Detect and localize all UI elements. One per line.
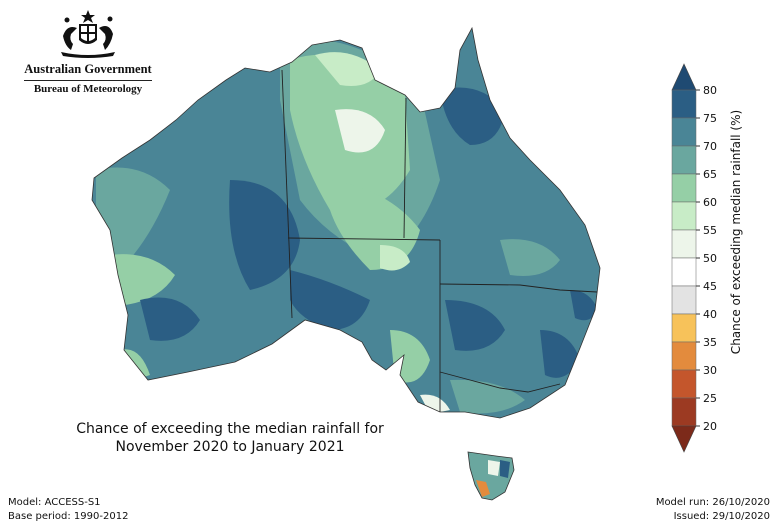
state-borders	[281, 69, 598, 412]
wa-west-60-65	[110, 254, 175, 305]
vic-65-70	[450, 379, 525, 414]
wa-east-75-80	[229, 180, 300, 290]
logo-divider	[24, 80, 152, 81]
bom-logo: Australian Government Bureau of Meteorol…	[18, 8, 158, 104]
tasmania	[467, 451, 515, 501]
sa-north-55-60	[380, 245, 410, 271]
sa-west-75-80	[290, 270, 370, 330]
qld-south-65-70	[500, 239, 560, 276]
government-name: Australian Government	[24, 62, 152, 76]
border-nt-sa	[287, 237, 441, 241]
border-qld-nsw	[439, 283, 598, 293]
wa-coast-65-70	[96, 167, 170, 270]
nt-north-55-60	[315, 52, 380, 86]
agency-name: Bureau of Meteorology	[33, 83, 143, 95]
model-name: Model: ACCESS-S1	[8, 497, 101, 508]
map-title: Chance of exceeding the median rainfall …	[40, 420, 420, 456]
sa-qld-border-60-65	[330, 180, 420, 270]
issued-date: Issued: 29/10/2020	[673, 511, 770, 522]
border-nt-qld	[403, 97, 407, 239]
map-title-line1: Chance of exceeding the median rainfall …	[76, 421, 384, 437]
wa-south-75-80	[140, 297, 200, 341]
coastline	[91, 26, 601, 419]
nsw-coast-75-80	[570, 290, 598, 321]
tas-east-75-80	[500, 460, 510, 478]
base-period: Base period: 1990-2012	[8, 511, 129, 522]
border-wa	[281, 69, 293, 319]
coat-of-arms-icon	[61, 10, 115, 58]
nsw-east-75-80	[540, 330, 580, 378]
model-run: Model run: 26/10/2020	[655, 497, 770, 508]
border-nsw-vic	[439, 371, 561, 393]
tas-central-50-55	[488, 460, 500, 476]
nsw-west-75-80	[445, 300, 505, 351]
tas-sw-30-35	[476, 480, 490, 497]
footer-left: Model: ACCESS-S1 Base period: 1990-2012	[8, 496, 128, 524]
nt-central-50-55	[335, 109, 385, 153]
footer-right: Model run: 26/10/2020 Issued: 29/10/2020	[656, 496, 770, 524]
mainland-australia	[91, 26, 601, 419]
qld-north-75-80	[440, 87, 505, 145]
map-title-line2: November 2020 to January 2021	[115, 439, 345, 455]
